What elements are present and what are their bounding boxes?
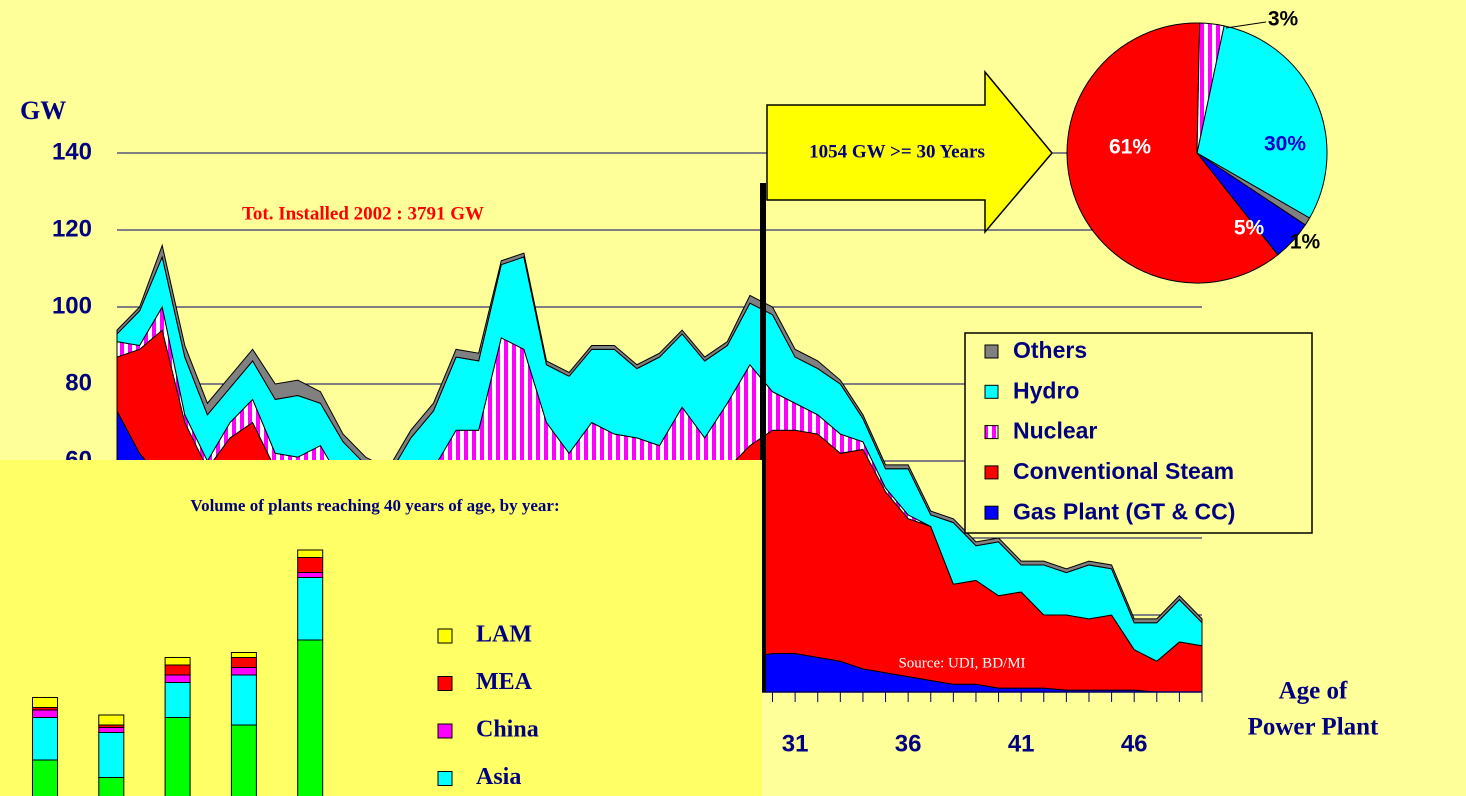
pie-label: 3% — [1268, 8, 1299, 31]
leader-line — [1225, 21, 1267, 29]
inset-background — [0, 460, 762, 796]
bar-segment — [164, 657, 191, 666]
bar-segment — [297, 577, 324, 641]
bar-segment — [297, 549, 324, 558]
bar-segment — [32, 717, 58, 761]
legend-label: MEA — [476, 669, 533, 695]
bar-segment — [32, 759, 58, 796]
legend-label: Others — [1013, 337, 1087, 363]
bar-segment — [164, 664, 191, 676]
legend-swatch — [984, 425, 999, 440]
bar-segment — [297, 572, 324, 578]
legend: Others Hydro Nuclear Conventional Steam Gas … — [964, 332, 1313, 534]
bar-segment — [230, 674, 257, 726]
x-tick-label: 46 — [1121, 730, 1148, 757]
y-tick-label: 100 — [52, 292, 92, 319]
area — [116, 243, 1203, 624]
bar-segment — [230, 667, 257, 676]
bar-segment — [32, 697, 58, 708]
pie-label: 1% — [1290, 231, 1321, 254]
pie-slice — [1196, 25, 1328, 219]
legend-swatch — [437, 676, 453, 691]
x-tick-label: 31 — [782, 730, 809, 757]
legend-swatch — [437, 628, 453, 644]
pie-slice — [1066, 22, 1279, 284]
bar-segment — [164, 674, 191, 683]
legend-label: Nuclear — [1013, 418, 1097, 444]
arrow — [766, 69, 1053, 235]
pie-label: 5% — [1234, 217, 1265, 240]
bar-segment — [164, 682, 191, 718]
bar-segment — [230, 657, 257, 668]
bar-segment — [297, 639, 324, 796]
bar-segment — [230, 652, 257, 658]
legend-label: Conventional Steam — [1013, 458, 1234, 484]
legend-swatch — [984, 384, 999, 399]
legend-label: Asia — [476, 764, 521, 790]
pie-chart: 30% 1% 5% 61% 3% — [1066, 8, 1328, 284]
x-axis-label: Age of — [1279, 678, 1348, 705]
x-axis-label: Power Plant — [1248, 714, 1379, 741]
bar-segment — [98, 714, 125, 726]
y-axis-label: GW — [20, 96, 66, 125]
bar-segment — [297, 557, 324, 573]
legend-swatch — [437, 771, 453, 786]
pie-slice — [1196, 22, 1225, 154]
x-tick-label: 41 — [1008, 730, 1035, 757]
total-annotation: Tot. Installed 2002 : 3791 GW — [242, 203, 484, 224]
y-tick-label: 140 — [52, 138, 92, 165]
bar-segment — [32, 709, 58, 718]
x-tick-label: 36 — [895, 730, 922, 757]
pie-label: 30% — [1264, 133, 1306, 156]
y-tick-label: 80 — [65, 369, 92, 396]
legend-label: LAM — [476, 622, 532, 648]
legend-swatch — [984, 344, 999, 359]
legend-swatch — [437, 723, 453, 739]
legend-label: China — [476, 717, 539, 743]
legend-box — [964, 332, 1313, 534]
arrow-label: 1054 GW >= 30 Years — [809, 141, 985, 162]
legend-swatch — [984, 505, 999, 520]
pie-label: 61% — [1109, 136, 1151, 159]
source-note: Source: UDI, BD/MI — [898, 655, 1025, 671]
legend-label: Hydro — [1013, 377, 1079, 403]
legend-swatch — [984, 465, 999, 480]
bar-segment — [98, 777, 125, 796]
bar-segment — [98, 732, 125, 778]
bar-segment — [164, 717, 191, 796]
bar-segment — [98, 727, 125, 733]
inset-chart: Volume of plants reaching 40 years of ag… — [0, 460, 762, 796]
inset-title: Volume of plants reaching 40 years of ag… — [190, 496, 559, 515]
y-tick-label: 120 — [52, 215, 92, 242]
bar-segment — [230, 724, 257, 796]
legend-label: Gas Plant (GT & CC) — [1013, 498, 1235, 524]
